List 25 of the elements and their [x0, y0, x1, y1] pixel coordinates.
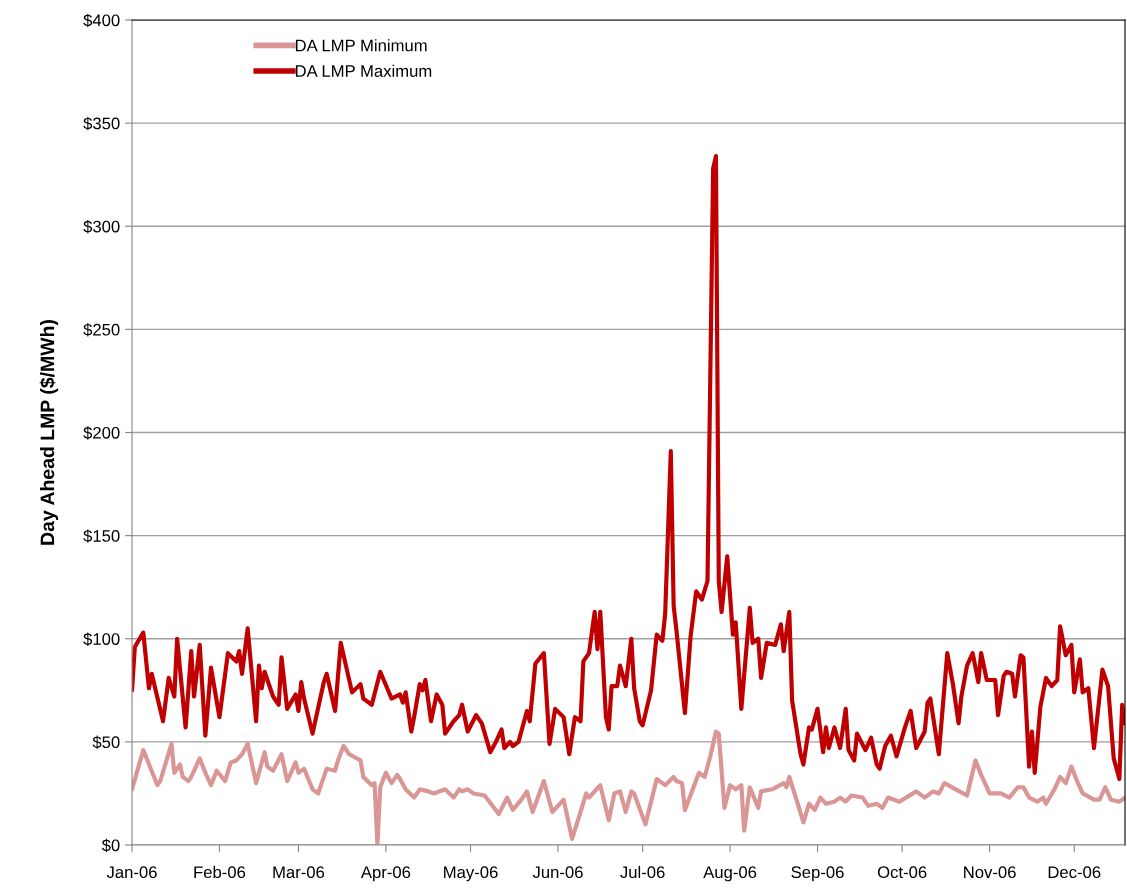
x-tick-label: Nov-06 [964, 866, 1016, 879]
y-tick-label: $300 [83, 219, 120, 234]
legend-label: DA LMP Maximum [295, 64, 432, 77]
x-tick-label: Mar-06 [273, 866, 325, 879]
x-tick-label: Jun-06 [532, 866, 583, 879]
x-tick-label: Jul-06 [620, 865, 665, 879]
x-tick-label: Sep-06 [791, 866, 844, 882]
x-tick-label: Oct-06 [877, 866, 927, 879]
y-tick-label: $200 [83, 426, 120, 440]
x-tick-label: Dec-06 [1048, 866, 1101, 879]
y-tick-label: $0 [101, 838, 120, 853]
y-tick-label: $150 [83, 529, 120, 543]
legend-label: DA LMP Minimum [295, 39, 427, 52]
y-axis-title: Day Ahead LMP ($/MWh) [39, 320, 59, 545]
y-tick-label: $50 [92, 735, 120, 750]
x-tick-label: Jan-06 [106, 866, 157, 879]
y-tick-label: $350 [83, 116, 120, 131]
y-tick-label: $250 [83, 323, 120, 337]
x-tick-label: Feb-06 [194, 865, 246, 879]
y-tick-label: $100 [83, 632, 120, 646]
x-tick-label: Aug-06 [703, 866, 757, 882]
x-tick-label: May-06 [444, 866, 498, 882]
y-tick-label: $400 [83, 13, 120, 28]
x-tick-label: Apr-06 [360, 866, 411, 882]
line-series [132, 154, 1125, 782]
